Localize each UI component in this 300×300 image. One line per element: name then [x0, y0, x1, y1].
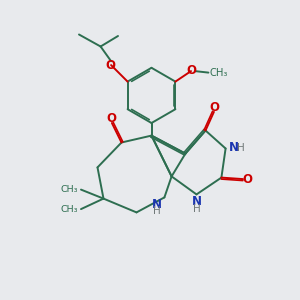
Text: CH₃: CH₃ [210, 68, 228, 78]
Text: N: N [192, 195, 202, 208]
Text: N: N [152, 198, 162, 211]
Text: H: H [237, 143, 244, 153]
Text: O: O [209, 101, 219, 114]
Text: CH₃: CH₃ [61, 184, 78, 194]
Text: H: H [153, 206, 161, 216]
Text: O: O [106, 58, 116, 72]
Text: CH₃: CH₃ [61, 205, 78, 214]
Text: O: O [186, 64, 196, 77]
Text: O: O [106, 112, 117, 125]
Text: O: O [242, 172, 252, 186]
Text: H: H [193, 204, 201, 214]
Text: N: N [228, 141, 239, 154]
